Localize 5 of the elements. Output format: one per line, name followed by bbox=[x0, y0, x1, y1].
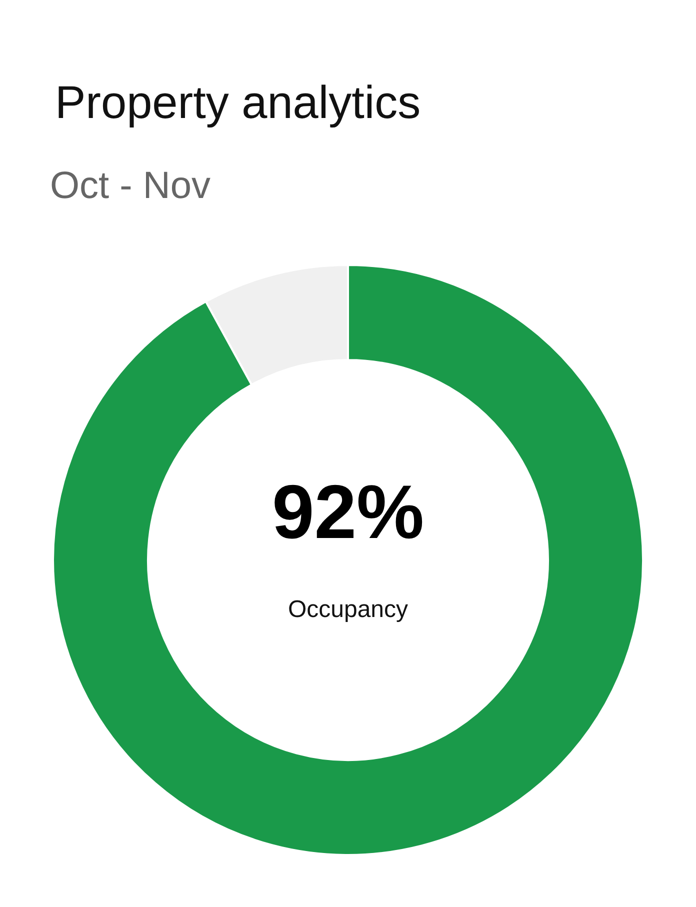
data-label: 92% bbox=[272, 470, 424, 555]
donut-slice bbox=[52, 264, 644, 856]
slice-label: Occupancy bbox=[288, 596, 408, 623]
chart-title: Property analytics bbox=[55, 76, 421, 128]
chart-subtitle: Oct - Nov bbox=[50, 165, 210, 207]
